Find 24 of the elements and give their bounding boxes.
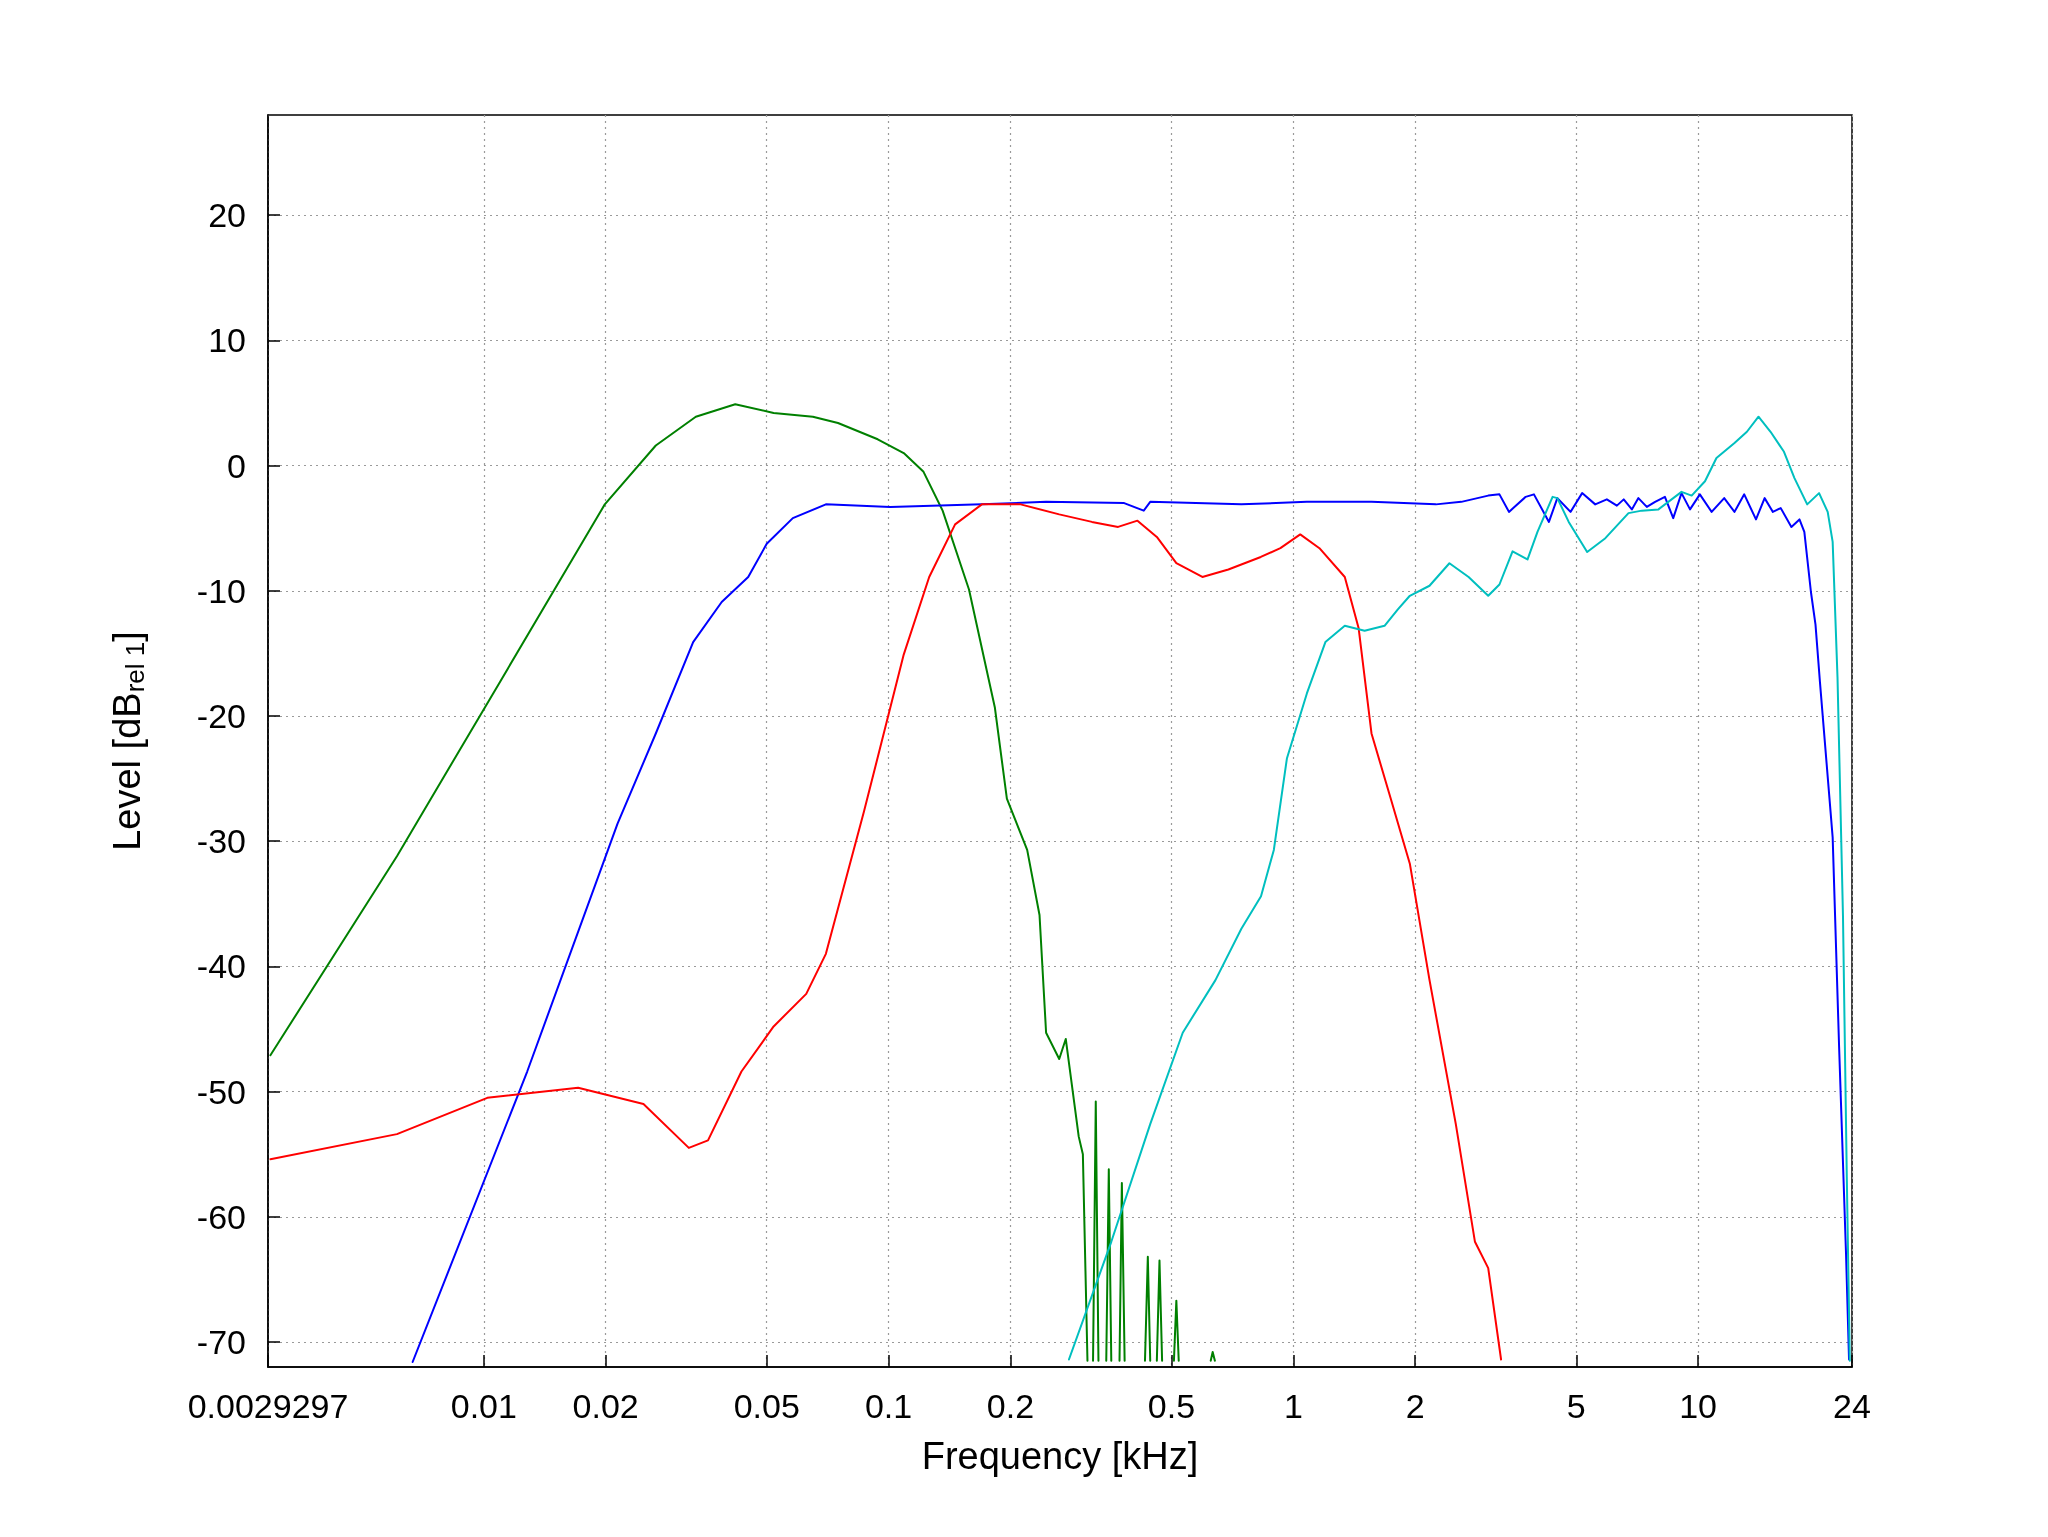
x-tick-label: 0.2 bbox=[986, 1387, 1035, 1425]
x-tick-label: 10 bbox=[1679, 1387, 1718, 1425]
y-tick-label: -70 bbox=[196, 1322, 246, 1361]
x-axis-title: Frequency [kHz] bbox=[921, 1435, 1199, 1477]
y-tick-label: 0 bbox=[227, 446, 246, 485]
y-tick-label: -60 bbox=[196, 1197, 246, 1236]
x-tick-label: 0.0029297 bbox=[187, 1387, 349, 1425]
x-tick-label: 0.05 bbox=[733, 1387, 800, 1425]
y-tick-label: -30 bbox=[196, 822, 246, 861]
x-tick-label: 2 bbox=[1405, 1387, 1425, 1425]
x-tick-label: 0.01 bbox=[450, 1387, 517, 1425]
x-tick-label: 5 bbox=[1566, 1387, 1586, 1425]
x-tick-label: 0.1 bbox=[864, 1387, 913, 1425]
x-tick-label: 0.5 bbox=[1147, 1387, 1196, 1425]
y-tick-label: 20 bbox=[208, 196, 246, 235]
x-tick-label: 1 bbox=[1283, 1387, 1303, 1425]
x-tick-label: 0.02 bbox=[572, 1387, 639, 1425]
y-axis-title: Level [dBrel 1] bbox=[106, 631, 150, 851]
y-tick-label: -50 bbox=[196, 1072, 246, 1111]
y-tick-label: -10 bbox=[196, 571, 246, 610]
y-tick-label: -40 bbox=[196, 947, 246, 986]
y-tick-label: 10 bbox=[208, 321, 246, 360]
x-tick-label: 24 bbox=[1833, 1387, 1871, 1425]
y-tick-label: -20 bbox=[196, 696, 246, 735]
